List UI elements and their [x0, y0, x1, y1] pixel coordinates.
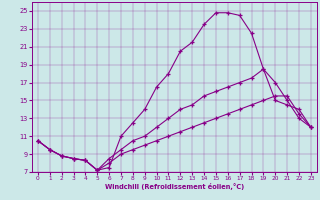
X-axis label: Windchill (Refroidissement éolien,°C): Windchill (Refroidissement éolien,°C) [105, 183, 244, 190]
